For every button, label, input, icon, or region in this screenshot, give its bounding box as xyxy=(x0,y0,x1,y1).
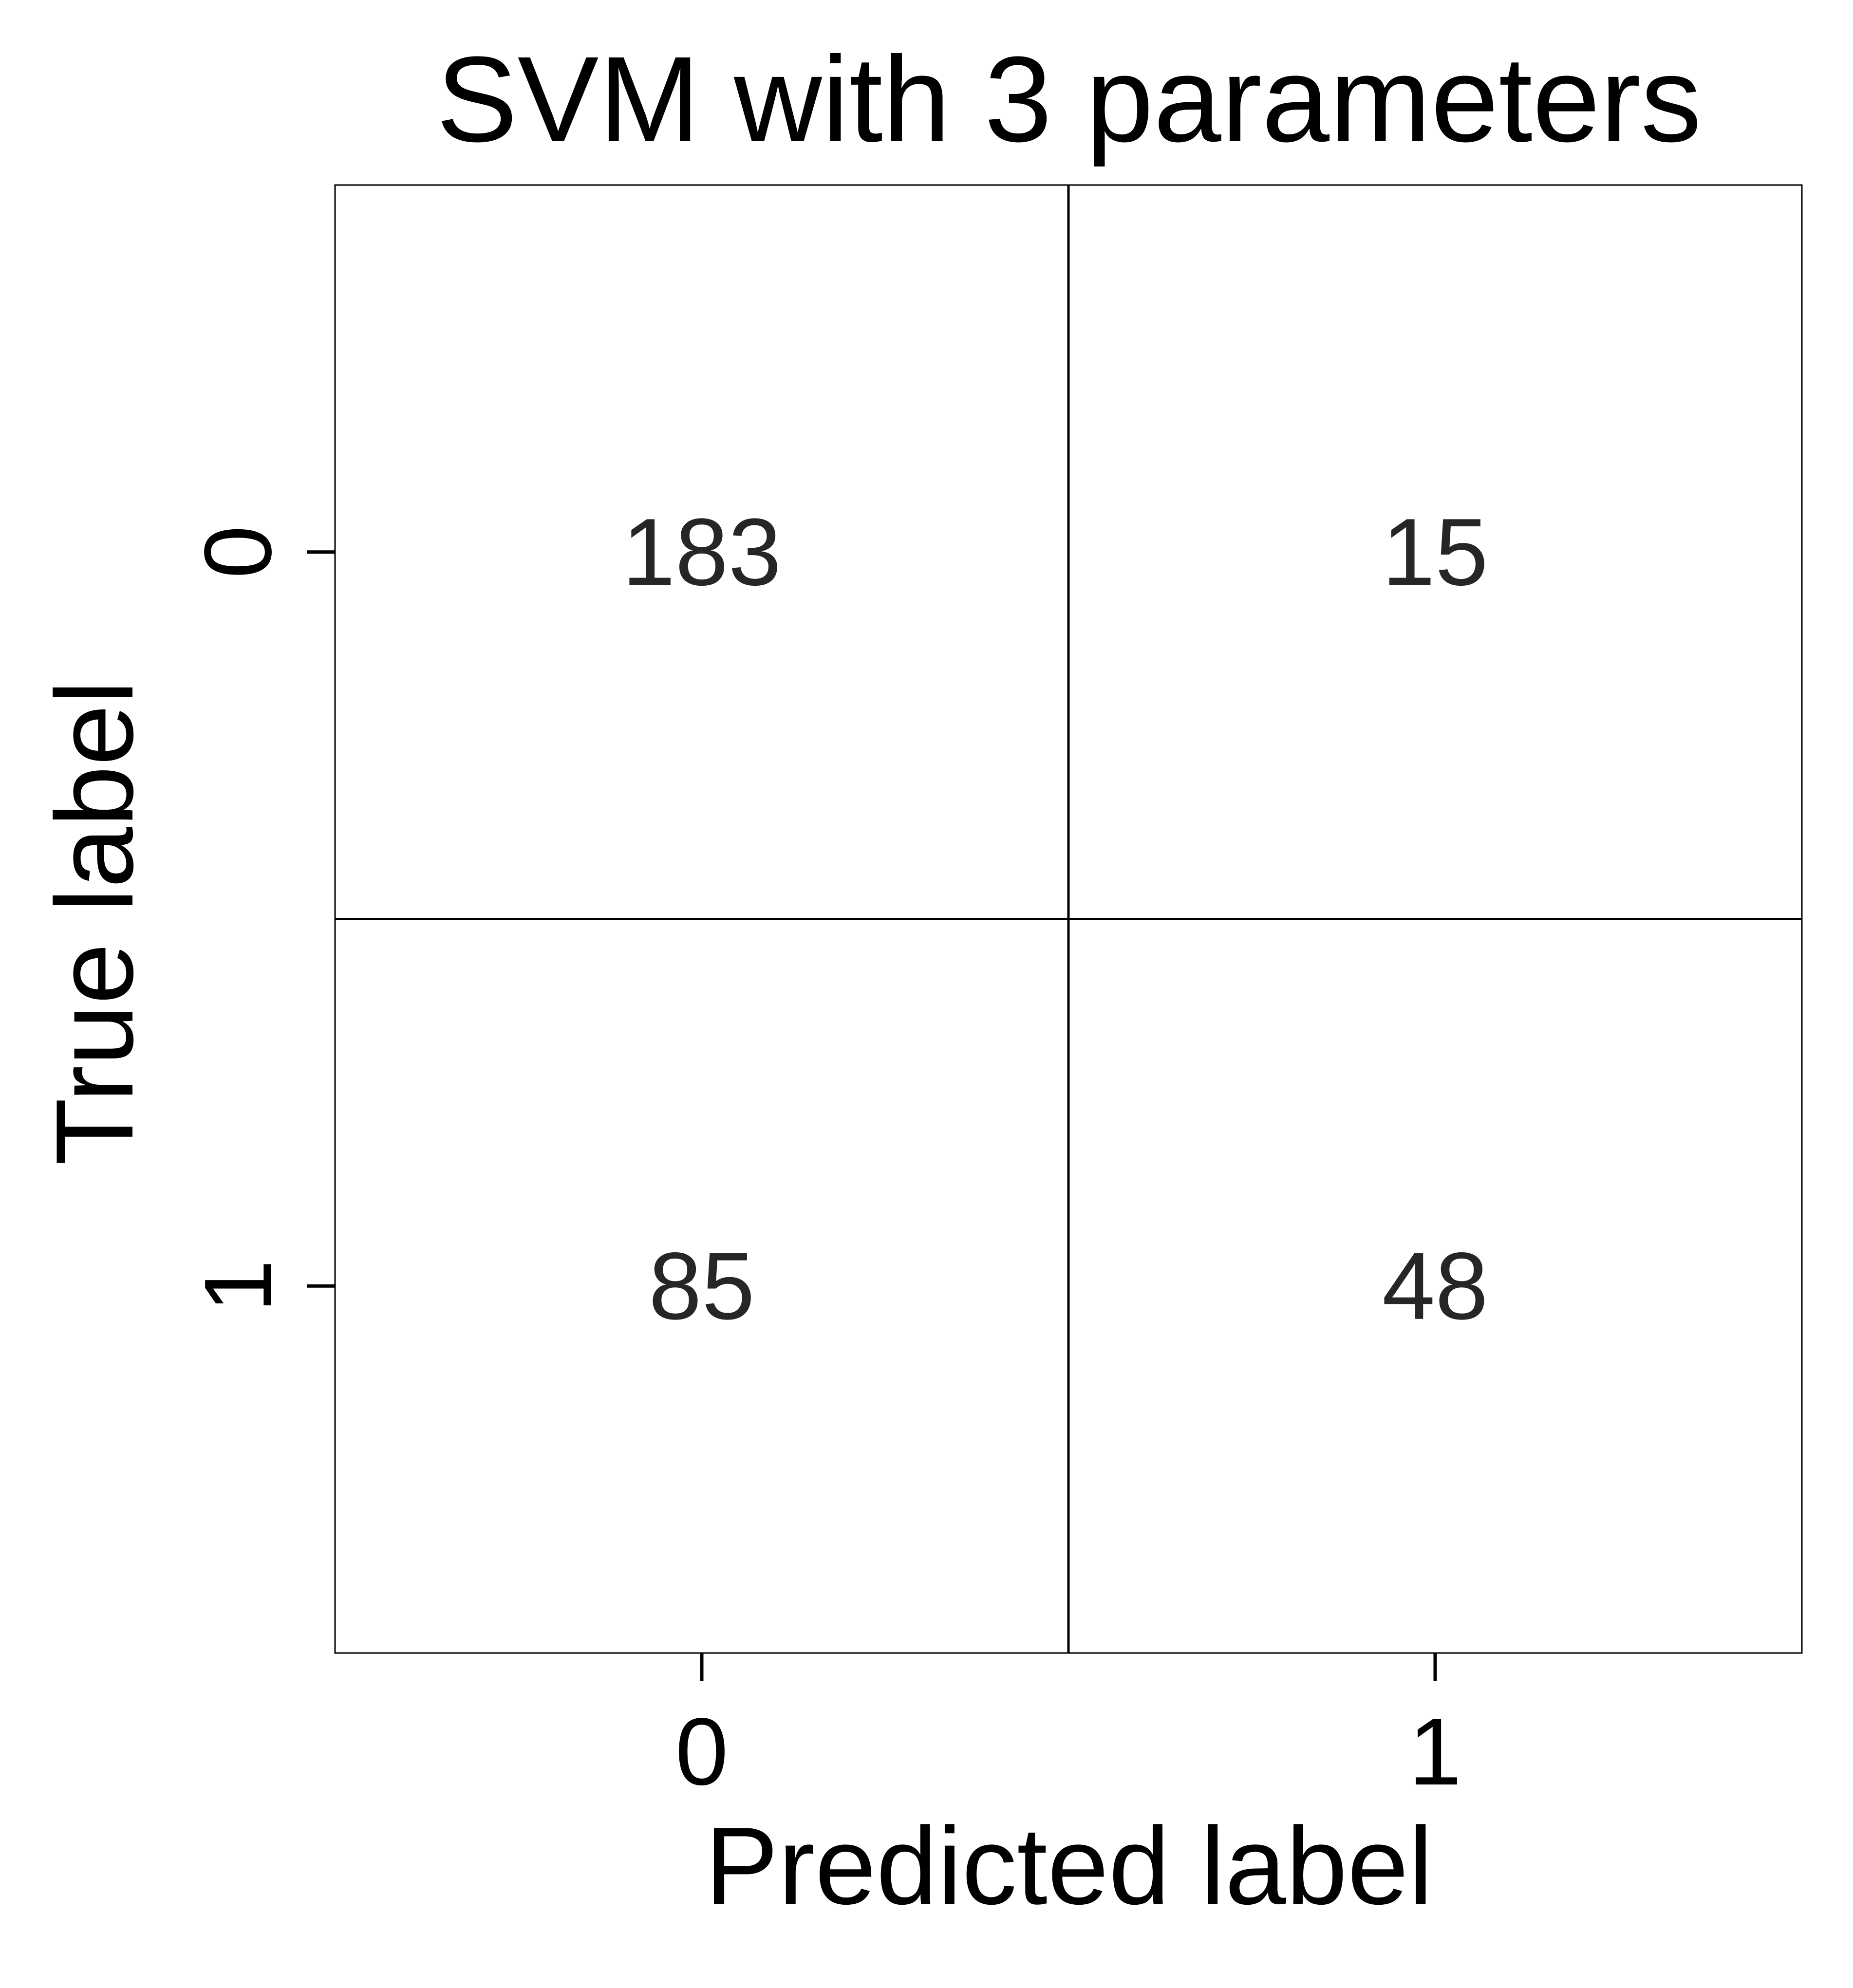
y-tick-label-0: 0 xyxy=(185,525,291,578)
matrix-cell-1-0 xyxy=(335,919,1068,1653)
matrix-cell-0-0 xyxy=(335,185,1068,919)
cell-value-0-1: 15 xyxy=(1382,499,1488,605)
x-tick-label-0: 0 xyxy=(675,1698,728,1805)
y-tick-label-1: 1 xyxy=(185,1260,291,1313)
matrix-grid xyxy=(334,184,1803,1654)
cell-value-1-1: 48 xyxy=(1382,1233,1488,1339)
matrix-cell-1-1 xyxy=(1068,919,1802,1653)
cell-value-1-0: 85 xyxy=(649,1233,755,1339)
matrix-cell-0-1 xyxy=(1068,185,1802,919)
cell-value-labels: 183 15 85 48 xyxy=(622,499,1488,1339)
matrix-cells xyxy=(335,185,1802,1653)
y-axis-label: True label xyxy=(33,680,156,1166)
cell-value-0-0: 183 xyxy=(622,499,781,605)
chart-title: SVM with 3 parameters xyxy=(436,31,1702,167)
x-axis-label: Predicted label xyxy=(705,1804,1433,1927)
y-axis-ticks: 01 xyxy=(185,525,335,1313)
x-tick-label-1: 1 xyxy=(1408,1698,1461,1805)
